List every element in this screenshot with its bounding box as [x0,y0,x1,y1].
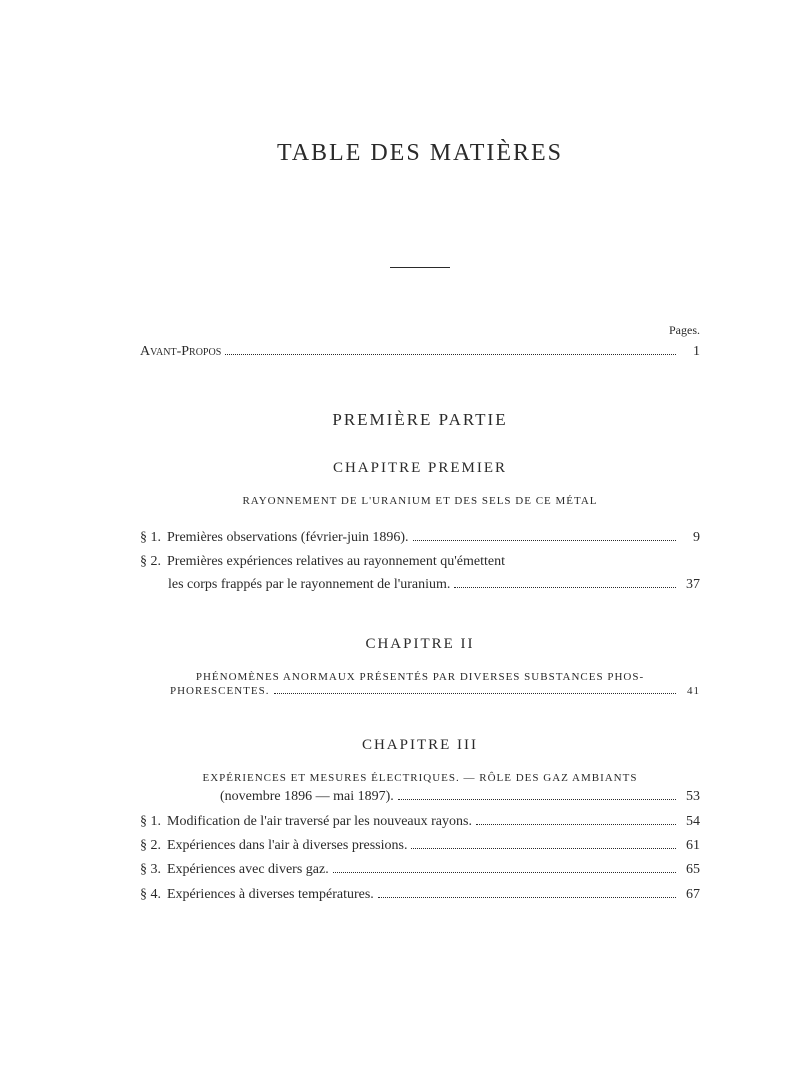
item-cont: les corps frappés par le rayonnement de … [168,574,450,596]
chapter2-subtitle1: PHÉNOMÈNES ANORMAUX PRÉSENTÉS PAR DIVERS… [140,671,700,683]
chapter3-title: CHAPITRE III [140,737,700,754]
item-page: 37 [680,574,700,596]
main-title: TABLE DES MATIÈRES [140,140,700,167]
avant-propos-label: Avant-Propos [140,344,221,360]
item-prefix: § 1. [140,527,161,549]
leader-dots [476,824,676,825]
item-page: 54 [680,811,700,833]
chapter1-item2: § 2. Premières expériences relatives au … [140,551,700,596]
chapter2-subtitle2: PHORESCENTES. [170,685,270,697]
leader-dots [454,587,676,588]
avant-propos-page: 1 [680,344,700,360]
avant-propos-line: Avant-Propos 1 [140,344,700,360]
item-text: Expériences avec divers gaz. [167,859,329,881]
chapter2-page: 41 [680,685,700,697]
item-prefix: § 3. [140,859,161,881]
chapter1-item1: § 1. Premières observations (février-jui… [140,527,700,549]
chapter3-item4: § 4. Expériences à diverses températures… [140,884,700,906]
item-page: 67 [680,884,700,906]
intro-page: 53 [680,786,700,808]
leader-dots [378,897,676,898]
chapter3-item1: § 1. Modification de l'air traversé par … [140,811,700,833]
chapter2-title: CHAPITRE II [140,636,700,653]
item-page: 9 [680,527,700,549]
pages-label: Pages. [140,323,700,338]
item-prefix: § 4. [140,884,161,906]
item-text: Premières expériences relatives au rayon… [167,551,505,573]
chapter1-title: CHAPITRE PREMIER [140,460,700,477]
item-page: 65 [680,859,700,881]
divider [390,267,450,268]
item-prefix: § 2. [140,551,161,573]
leader-dots [413,540,676,541]
item-text: Modification de l'air traversé par les n… [167,811,472,833]
leader-dots [411,848,676,849]
chapter3-intro: (novembre 1896 — mai 1897). 53 [140,786,700,808]
chapter2-subtitle2-line: PHORESCENTES. 41 [170,685,700,697]
item-prefix: § 2. [140,835,161,857]
chapter3-subtitle: EXPÉRIENCES ET MESURES ÉLECTRIQUES. — RÔ… [140,772,700,784]
leader-dots [225,354,676,355]
leader-dots [333,872,676,873]
chapter3-item3: § 3. Expériences avec divers gaz. 65 [140,859,700,881]
chapter1-subtitle: RAYONNEMENT DE L'URANIUM ET DES SELS DE … [140,495,700,507]
item-text: Expériences à diverses températures. [167,884,374,906]
leader-dots [398,799,676,800]
chapter3-item2: § 2. Expériences dans l'air à diverses p… [140,835,700,857]
intro-text: (novembre 1896 — mai 1897). [220,786,394,808]
item-text: Expériences dans l'air à diverses pressi… [167,835,407,857]
item-page: 61 [680,835,700,857]
leader-dots [274,693,677,694]
part-title: PREMIÈRE PARTIE [140,410,700,430]
item-text: Premières observations (février-juin 189… [167,527,409,549]
item-prefix: § 1. [140,811,161,833]
